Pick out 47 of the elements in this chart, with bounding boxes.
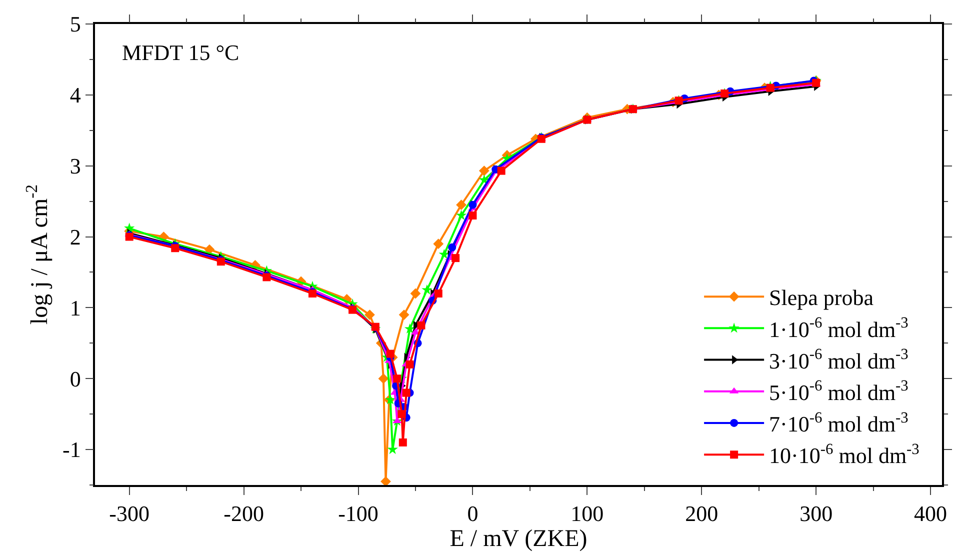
legend-label: Slepa proba	[769, 285, 874, 310]
y-tick-label: 5	[70, 12, 81, 37]
y-tick-label: 3	[70, 154, 81, 179]
point	[422, 284, 432, 294]
point	[438, 248, 450, 260]
x-tick-label: -200	[224, 501, 264, 526]
point	[433, 238, 444, 250]
point	[171, 244, 180, 252]
point	[478, 166, 490, 176]
point	[448, 243, 456, 252]
point	[378, 373, 389, 384]
point	[456, 210, 467, 220]
point	[386, 350, 394, 358]
point	[456, 200, 466, 210]
legend-label: 10·10$^{-6}$ mol dm$^{-3}$	[769, 440, 920, 468]
legend-label: 3·10$^{-6}$ mol dm$^{-3}$	[769, 346, 909, 374]
x-tick-label: -300	[109, 501, 150, 526]
legend-label: 5·10$^{-6}$ mol dm$^{-3}$	[769, 378, 909, 405]
y-tick-label: 4	[70, 82, 81, 108]
legend-label: 1·10$^{-6}$ mol dm$^{-3}$	[769, 314, 909, 342]
legend-label: 7·10$^{-6}$ mol dm$^{-3}$	[769, 409, 909, 437]
point	[398, 410, 406, 418]
x-tick-label: 100	[570, 501, 604, 526]
point	[497, 166, 506, 175]
point	[452, 254, 460, 262]
point	[398, 438, 407, 446]
x-tick-label: 0	[467, 501, 478, 526]
point	[380, 476, 391, 485]
x-tick-label: 200	[685, 501, 718, 526]
point	[393, 374, 402, 383]
point	[364, 310, 375, 320]
x-axis-title: E / mV (ZKE)	[450, 526, 588, 552]
point	[468, 211, 477, 220]
y-tick-label: 0	[70, 366, 81, 392]
y-tick-label: -1	[62, 437, 81, 462]
point	[417, 321, 426, 330]
point	[402, 388, 410, 397]
y-tick-label: 1	[70, 295, 81, 320]
point	[410, 288, 421, 299]
point	[406, 360, 414, 368]
point	[398, 310, 410, 320]
x-tick-label: 300	[800, 501, 833, 526]
y-tick-label: 2	[70, 224, 81, 250]
x-tick-label: -100	[338, 501, 378, 526]
point	[434, 290, 442, 298]
x-tick-label: 400	[914, 501, 948, 526]
annotation: MFDT 15 °C	[122, 40, 240, 65]
